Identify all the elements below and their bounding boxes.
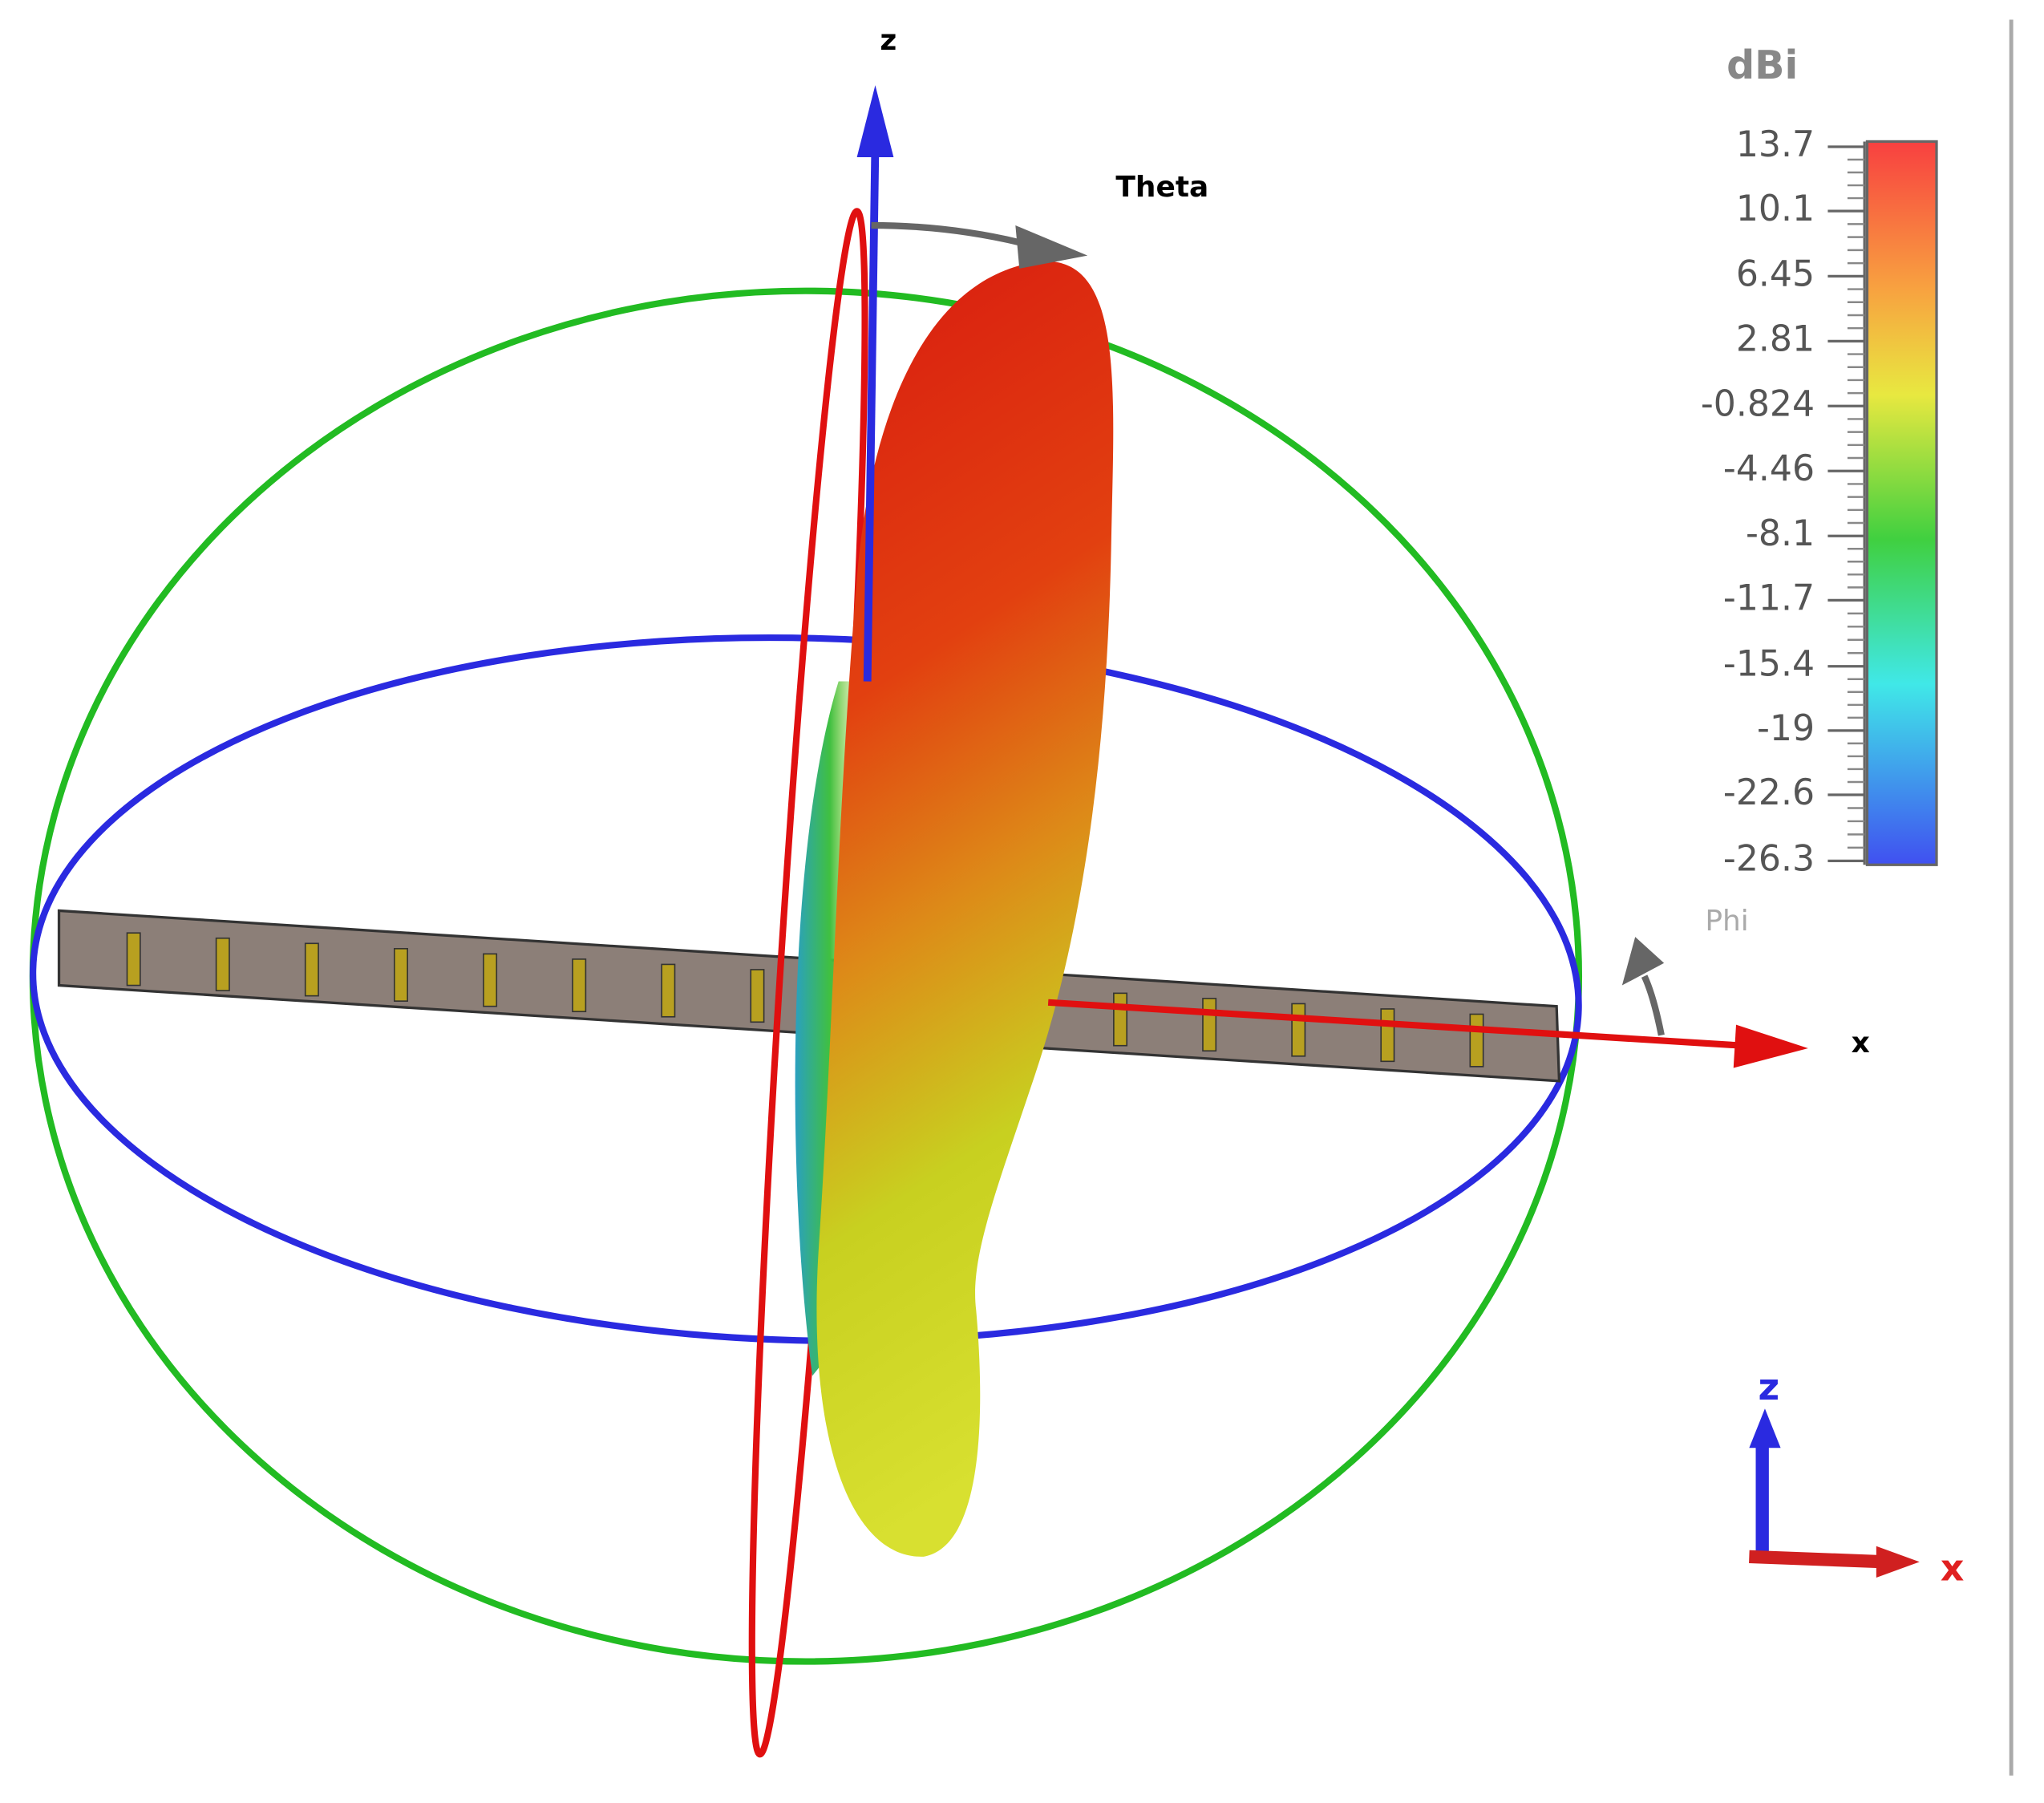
colorbar-tick-label: -11.7 [1723, 577, 1815, 618]
triad-x-arrow [1876, 1546, 1920, 1578]
phi-circle [30, 634, 1582, 1344]
colorbar-unit: dBi [1726, 43, 1798, 88]
colorbar-tick-label: -8.1 [1746, 513, 1815, 554]
x-axis [1047, 999, 1743, 1049]
x-label: x [1852, 1027, 1870, 1060]
colorbar-tick-label: -4.46 [1723, 448, 1815, 489]
triad-z-arrow [1749, 1408, 1781, 1448]
colorbar-tick-label: -15.4 [1723, 644, 1815, 685]
triad-x-label: x [1941, 1546, 1965, 1589]
phi-arc [1641, 974, 1665, 1036]
z-label: z [880, 24, 897, 57]
theta-arc [871, 221, 1036, 250]
orientation-triad: z x [1749, 1366, 1964, 1589]
theta-arrow [1015, 225, 1088, 269]
theta-label: Theta [1115, 171, 1208, 204]
colorbar-tick-label: 2.81 [1736, 318, 1815, 359]
x-arrow [1733, 1024, 1808, 1068]
radiation-scene: z Theta Phi x [29, 24, 1870, 1758]
array-elements [126, 932, 1484, 1068]
phi-arrow [1621, 937, 1665, 986]
colorbar: dBi 13.7 10.1 6.45 2.81 -0.824 -4.46 -8.1 -11.7… [1701, 43, 1938, 879]
radiation-lobe [816, 261, 1114, 1557]
colorbar-tick-label: -26.3 [1723, 838, 1815, 879]
triad-x-axis [1749, 1550, 1888, 1569]
z-arrow [856, 85, 894, 158]
colorbar-tick-label: 13.7 [1736, 124, 1815, 165]
colorbar-tick-label: -19 [1757, 708, 1815, 749]
colorbar-tick-label: -0.824 [1701, 383, 1815, 424]
phi-label: Phi [1705, 905, 1748, 938]
colorbar-tick-label: 6.45 [1736, 253, 1815, 294]
colorbar-tick-label: -22.6 [1723, 772, 1815, 813]
colorbar-scale [1865, 140, 1938, 866]
z-axis [863, 144, 880, 682]
triad-z-label: z [1759, 1366, 1780, 1408]
colorbar-tick-label: 10.1 [1736, 188, 1815, 229]
